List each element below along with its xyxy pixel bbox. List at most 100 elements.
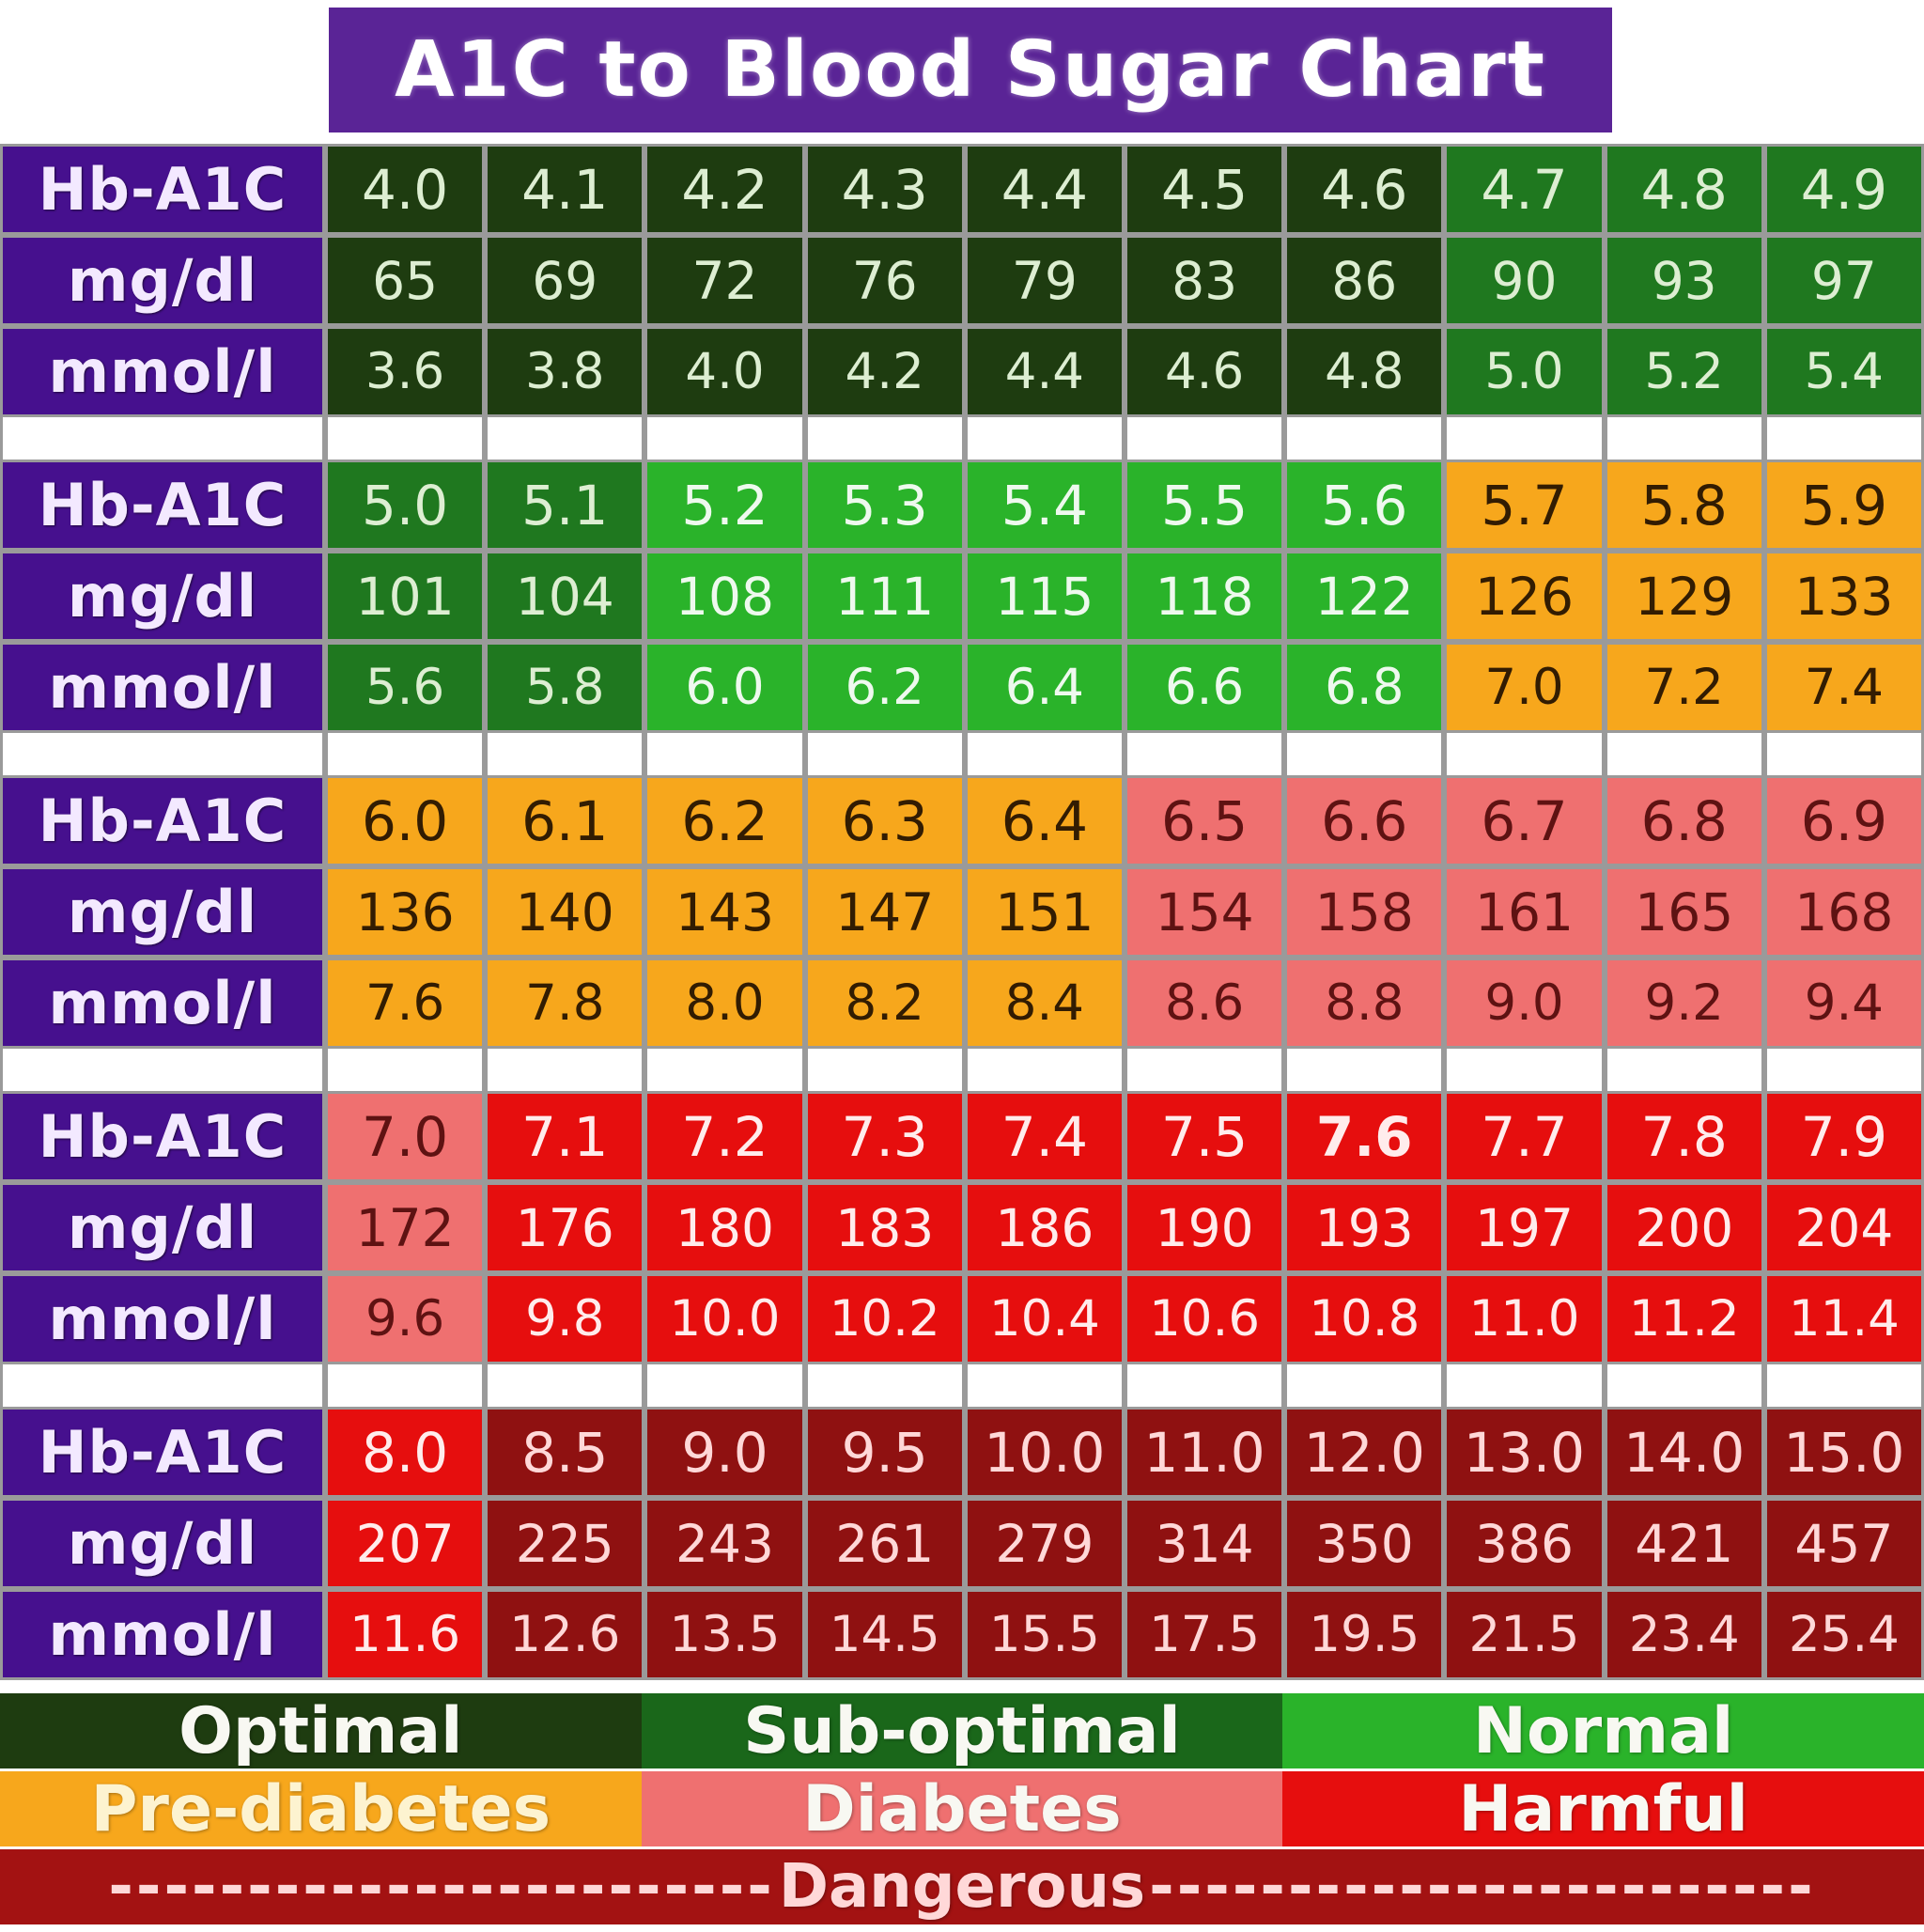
table-cell: 5.8 — [485, 642, 645, 733]
legend-harmful: Harmful — [1282, 1771, 1924, 1846]
table-cell: 4.8 — [1284, 326, 1445, 417]
gap-cell — [1124, 1049, 1285, 1091]
table-cell: 4.4 — [964, 144, 1125, 235]
table-cell: 90 — [1444, 235, 1605, 326]
conversion-table: Hb-A1C 4.0 4.1 4.2 4.3 4.4 4.5 4.6 4.7 4.8 4.9 mg/d… — [0, 144, 1924, 1680]
gap-cell — [1284, 1364, 1445, 1407]
table-cell: 12.6 — [485, 1589, 645, 1680]
table-cell: 13.0 — [1444, 1407, 1605, 1498]
conversion-block-3: Hb-A1C 6.0 6.1 6.2 6.3 6.4 6.5 6.6 6.7 6.8 6.9 mg/d… — [0, 775, 1924, 1049]
gap-cell — [964, 733, 1125, 775]
table-cell: 10.2 — [804, 1273, 965, 1364]
table-cell: 7.2 — [644, 1091, 805, 1182]
row-label-mmol: mmol/l — [0, 326, 325, 417]
gap-cell — [485, 733, 645, 775]
row-label-mmol: mmol/l — [0, 958, 325, 1049]
table-cell: 7.7 — [1444, 1091, 1605, 1182]
gap-cell — [1604, 1049, 1764, 1091]
table-cell: 14.5 — [804, 1589, 965, 1680]
table-cell: 6.2 — [804, 642, 965, 733]
row-label-mgdl: mg/dl — [0, 1182, 325, 1273]
gap-cell — [1444, 1364, 1605, 1407]
table-cell: 5.2 — [644, 460, 805, 551]
table-cell: 65 — [325, 235, 486, 326]
table-cell: 350 — [1284, 1498, 1445, 1589]
table-cell: 5.2 — [1604, 326, 1764, 417]
table-cell: 5.0 — [325, 460, 486, 551]
gap-cell — [1444, 417, 1605, 460]
gap-cell — [644, 1049, 805, 1091]
gap-cell — [1604, 1364, 1764, 1407]
gap-cell — [0, 733, 325, 775]
table-cell: 8.0 — [644, 958, 805, 1049]
table-cell: 9.6 — [325, 1273, 486, 1364]
gap-cell — [485, 1364, 645, 1407]
table-cell: 10.0 — [964, 1407, 1125, 1498]
table-cell: 11.0 — [1124, 1407, 1285, 1498]
table-cell: 165 — [1604, 866, 1764, 958]
gap-cell — [804, 1049, 965, 1091]
table-cell: 4.7 — [1444, 144, 1605, 235]
table-cell: 7.4 — [964, 1091, 1125, 1182]
table-cell: 197 — [1444, 1182, 1605, 1273]
gap-cell — [0, 1049, 325, 1091]
table-cell: 6.4 — [964, 775, 1125, 866]
gap-cell — [1763, 733, 1924, 775]
row-label-mmol: mmol/l — [0, 1273, 325, 1364]
table-cell: 83 — [1124, 235, 1285, 326]
gap-cell — [1444, 733, 1605, 775]
table-cell: 158 — [1284, 866, 1445, 958]
table-cell: 9.0 — [644, 1407, 805, 1498]
gap-cell — [804, 1364, 965, 1407]
table-cell: 3.6 — [325, 326, 486, 417]
table-cell: 6.9 — [1763, 775, 1924, 866]
table-cell: 421 — [1604, 1498, 1764, 1589]
table-cell: 6.8 — [1604, 775, 1764, 866]
row-label-mgdl: mg/dl — [0, 551, 325, 642]
conversion-block-2: Hb-A1C 5.0 5.1 5.2 5.3 5.4 5.5 5.6 5.7 5.8 5.9 mg/d… — [0, 460, 1924, 733]
dangerous-label: Dangerous — [778, 1852, 1146, 1922]
gap-cell — [644, 1364, 805, 1407]
gap-cell — [964, 1049, 1125, 1091]
table-cell: 8.6 — [1124, 958, 1285, 1049]
table-cell: 4.0 — [644, 326, 805, 417]
table-cell: 101 — [325, 551, 486, 642]
table-cell: 7.0 — [325, 1091, 486, 1182]
table-cell: 7.9 — [1763, 1091, 1924, 1182]
table-cell: 4.3 — [804, 144, 965, 235]
gap-cell — [1284, 733, 1445, 775]
gap-cell — [644, 733, 805, 775]
legend-dangerous: ------------------------ Dangerous -----… — [0, 1849, 1924, 1924]
table-cell: 200 — [1604, 1182, 1764, 1273]
table-cell: 7.5 — [1124, 1091, 1285, 1182]
gap-cell — [325, 733, 486, 775]
gap-cell — [325, 1049, 486, 1091]
table-cell: 10.8 — [1284, 1273, 1445, 1364]
legend-diabetes: Diabetes — [641, 1771, 1283, 1846]
table-cell: 133 — [1763, 551, 1924, 642]
table-cell: 115 — [964, 551, 1125, 642]
table-cell: 10.4 — [964, 1273, 1125, 1364]
gap-cell — [1763, 417, 1924, 460]
row-label-mgdl: mg/dl — [0, 866, 325, 958]
table-cell: 4.4 — [964, 326, 1125, 417]
table-cell: 6.2 — [644, 775, 805, 866]
block-gap — [0, 1049, 1924, 1091]
table-cell: 154 — [1124, 866, 1285, 958]
gap-cell — [804, 733, 965, 775]
row-label-a1c: Hb-A1C — [0, 144, 325, 235]
table-cell: 9.2 — [1604, 958, 1764, 1049]
table-cell: 122 — [1284, 551, 1445, 642]
table-cell: 21.5 — [1444, 1589, 1605, 1680]
table-cell: 8.8 — [1284, 958, 1445, 1049]
table-cell: 79 — [964, 235, 1125, 326]
gap-cell — [1284, 417, 1445, 460]
table-cell: 204 — [1763, 1182, 1924, 1273]
table-cell: 14.0 — [1604, 1407, 1764, 1498]
table-cell: 151 — [964, 866, 1125, 958]
table-cell: 7.6 — [1284, 1091, 1445, 1182]
table-cell: 386 — [1444, 1498, 1605, 1589]
table-cell: 10.6 — [1124, 1273, 1285, 1364]
table-cell: 9.4 — [1763, 958, 1924, 1049]
table-cell: 86 — [1284, 235, 1445, 326]
